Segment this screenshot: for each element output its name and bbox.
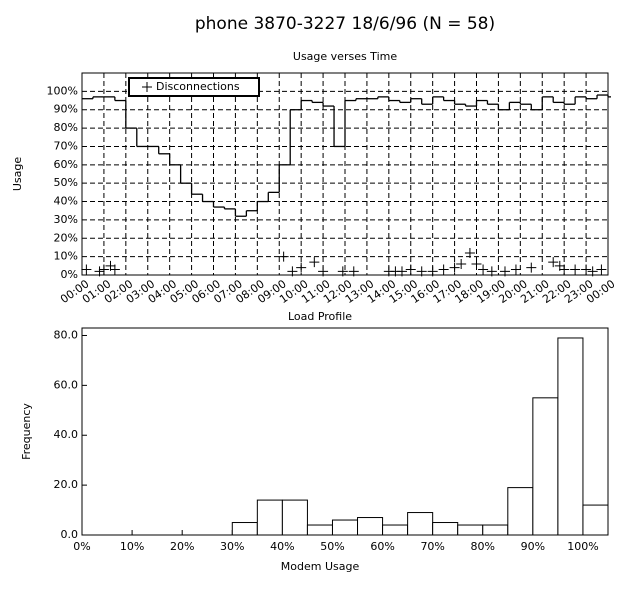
y-tick-label: 100% xyxy=(47,84,78,97)
y-tick-label: 60.0 xyxy=(54,378,79,391)
disconnection-marker xyxy=(396,266,407,277)
y-tick-label: 0.0 xyxy=(61,528,79,541)
disconnection-marker xyxy=(81,264,92,275)
page-title: phone 3870-3227 18/6/96 (N = 58) xyxy=(195,14,495,34)
disconnection-marker xyxy=(471,258,482,269)
y-tick-label: 60% xyxy=(54,158,78,171)
bar xyxy=(382,524,409,536)
disconnection-marker xyxy=(405,264,416,275)
bar xyxy=(507,487,534,536)
x-tick-label: 40% xyxy=(270,540,294,553)
x-tick-label: 100% xyxy=(567,540,598,553)
disconnection-marker xyxy=(526,262,537,273)
y-axis-label: Usage xyxy=(11,157,24,192)
x-tick-label: 90% xyxy=(521,540,545,553)
y-tick-label: 80.0 xyxy=(54,328,79,341)
bar xyxy=(582,504,609,536)
legend-marker xyxy=(142,82,152,92)
y-tick-label: 70% xyxy=(54,139,78,152)
disconnection-marker xyxy=(98,264,109,275)
bar xyxy=(331,519,359,536)
x-tick-label: 30% xyxy=(220,540,244,553)
y-tick-label: 40% xyxy=(54,195,78,208)
x-tick-label: 80% xyxy=(471,540,495,553)
x-axis-label: Load Profile xyxy=(288,310,352,323)
disconnection-marker xyxy=(337,266,348,277)
x-tick-label: 60% xyxy=(370,540,394,553)
disconnection-marker xyxy=(587,266,598,277)
y-tick-label: 20% xyxy=(54,231,78,244)
disconnection-marker xyxy=(278,251,289,262)
bar xyxy=(432,522,459,536)
disconnection-marker xyxy=(449,262,460,273)
disconnection-marker xyxy=(464,247,475,258)
disconnection-marker xyxy=(559,264,570,275)
disconnection-marker xyxy=(109,264,120,275)
disconnection-marker xyxy=(348,266,359,277)
bar xyxy=(532,397,559,536)
legend-label: Disconnections xyxy=(156,80,240,93)
y-tick-label: 10% xyxy=(54,250,78,263)
x-tick-label: 0% xyxy=(73,540,90,553)
disconnection-marker xyxy=(438,264,449,275)
disconnection-marker xyxy=(581,264,592,275)
y-tick-label: 80% xyxy=(54,121,78,134)
chart-subtitle: Usage verses Time xyxy=(293,50,397,63)
disconnection-marker xyxy=(318,266,329,277)
bar xyxy=(357,517,384,536)
disconnection-marker xyxy=(499,266,510,277)
y-axis-label: Frequency xyxy=(20,403,33,460)
disconnection-marker xyxy=(486,266,497,277)
legend-box xyxy=(128,77,260,97)
disconnection-marker xyxy=(510,264,521,275)
bar xyxy=(256,499,283,536)
disconnection-marker xyxy=(309,257,320,268)
x-tick-label: 70% xyxy=(420,540,444,553)
disconnection-marker xyxy=(427,266,438,277)
x-tick-label: 10% xyxy=(120,540,144,553)
y-tick-label: 20.0 xyxy=(54,478,79,491)
x-tick-label: 50% xyxy=(320,540,344,553)
disconnection-marker xyxy=(416,266,427,277)
disconnection-marker xyxy=(287,266,298,277)
bar xyxy=(281,499,308,536)
x-axis-label: Modem Usage xyxy=(281,560,360,573)
bar xyxy=(482,524,509,536)
disconnection-marker xyxy=(94,266,105,277)
y-tick-label: 40.0 xyxy=(54,428,79,441)
y-tick-label: 50% xyxy=(54,176,78,189)
x-tick-label: 20% xyxy=(170,540,194,553)
y-tick-label: 30% xyxy=(54,213,78,226)
bar xyxy=(457,524,484,536)
y-tick-label: 90% xyxy=(54,103,78,116)
disconnection-marker xyxy=(570,264,581,275)
y-tick-label: 0% xyxy=(61,268,78,281)
disconnection-marker xyxy=(456,258,467,269)
bar xyxy=(407,512,434,536)
bar xyxy=(557,337,584,536)
disconnection-marker xyxy=(296,262,307,273)
bar xyxy=(306,524,333,536)
bar xyxy=(231,522,258,536)
disconnection-marker xyxy=(596,264,607,275)
disconnection-marker xyxy=(478,264,489,275)
disconnection-marker xyxy=(548,257,559,268)
